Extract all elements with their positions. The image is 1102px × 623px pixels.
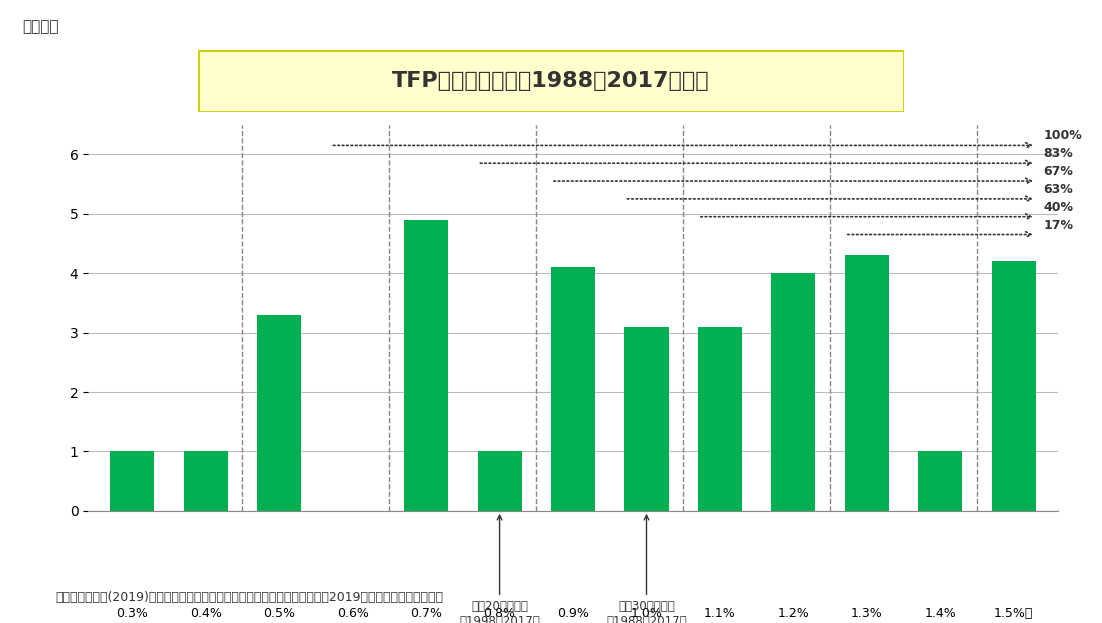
Bar: [771, 273, 815, 511]
Bar: [110, 452, 154, 511]
Bar: [625, 326, 669, 511]
Text: 0.8%: 0.8%: [484, 607, 516, 621]
Text: 17%: 17%: [1044, 219, 1073, 232]
Text: 100%: 100%: [1044, 130, 1082, 143]
Text: 0.3%: 0.3%: [117, 607, 148, 621]
Text: 83%: 83%: [1044, 147, 1073, 160]
Bar: [992, 261, 1036, 511]
Text: 63%: 63%: [1044, 183, 1073, 196]
Bar: [918, 452, 962, 511]
Text: TFP上昇率の分布（1988〜2017年度）: TFP上昇率の分布（1988〜2017年度）: [392, 71, 710, 91]
Bar: [477, 452, 521, 511]
Text: 1.2%: 1.2%: [778, 607, 809, 621]
Bar: [404, 220, 449, 511]
Text: 0.4%: 0.4%: [190, 607, 222, 621]
Text: （出所）厚労省(2019)「年金財政における経済前提に関する専門委員会」（2019年３月７日参考資料集）: （出所）厚労省(2019)「年金財政における経済前提に関する専門委員会」（201…: [55, 591, 443, 604]
Bar: [698, 326, 742, 511]
Text: 1.0%: 1.0%: [630, 607, 662, 621]
Text: 図表１：: 図表１：: [22, 19, 58, 34]
Text: 0.5%: 0.5%: [263, 607, 295, 621]
Text: 0.9%: 0.9%: [558, 607, 588, 621]
Text: 過去20年度平均
（1998〜2017）: 過去20年度平均 （1998〜2017）: [460, 515, 540, 623]
FancyBboxPatch shape: [198, 50, 904, 112]
Bar: [184, 452, 228, 511]
Bar: [551, 267, 595, 511]
Bar: [257, 315, 301, 511]
Text: 1.5%〜: 1.5%〜: [994, 607, 1034, 621]
Text: 40%: 40%: [1044, 201, 1073, 214]
Text: 過去30年度平均
（1988〜2017）: 過去30年度平均 （1988〜2017）: [606, 515, 687, 623]
Text: 1.1%: 1.1%: [704, 607, 736, 621]
Bar: [845, 255, 889, 511]
Text: 0.6%: 0.6%: [337, 607, 368, 621]
Text: 67%: 67%: [1044, 165, 1073, 178]
Text: 0.7%: 0.7%: [410, 607, 442, 621]
Text: 1.3%: 1.3%: [851, 607, 883, 621]
Text: 1.4%: 1.4%: [925, 607, 957, 621]
